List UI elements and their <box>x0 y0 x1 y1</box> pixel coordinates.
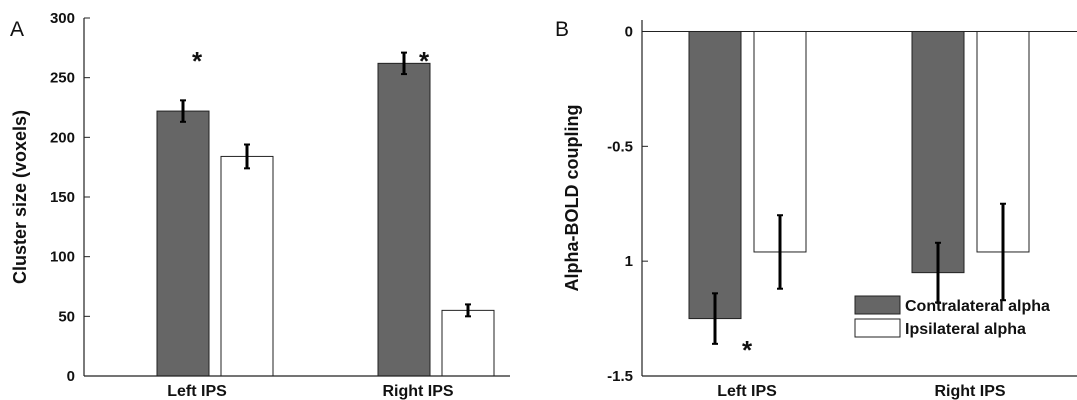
bar-contralateral <box>911 30 965 274</box>
bar-contralateral <box>156 110 210 377</box>
y-tick-label: 0 <box>67 368 75 385</box>
significance-marker: * <box>192 46 203 76</box>
y-tick-label: 50 <box>58 308 75 325</box>
y-tick-label: 300 <box>50 10 75 27</box>
y-tick-label: 200 <box>50 129 75 146</box>
legend: Contralateral alpha Ipsilateral alpha <box>854 295 1050 338</box>
y-tick-label: 0 <box>625 23 633 40</box>
panel-a-cluster-size-chart: A Cluster size (voxels) 0 50 100 150 200 250 300… <box>10 10 510 400</box>
x-tick-label: Right IPS <box>382 383 453 400</box>
x-tick-label: Right IPS <box>934 383 1005 400</box>
y-tick-label: -1.5 <box>607 368 633 385</box>
panel-label: B <box>555 18 569 41</box>
y-axis-title: Cluster size (voxels) <box>10 110 30 284</box>
bar-contralateral <box>688 30 742 320</box>
y-axis-title: Alpha-BOLD coupling <box>562 105 582 292</box>
legend-label-contralateral: Contralateral alpha <box>905 298 1050 315</box>
significance-marker: * <box>742 335 753 365</box>
legend-swatch-contralateral <box>854 295 901 315</box>
y-tick-label: 1 <box>625 253 633 270</box>
y-tick-label: 250 <box>50 70 75 87</box>
y-tick-label: 100 <box>50 249 75 266</box>
legend-swatch-ipsilateral <box>854 318 901 338</box>
bar-contralateral <box>377 62 431 377</box>
panel-b-alpha-bold-coupling-chart: B Alpha-BOLD coupling 0 -0.5 1 -1.5 Left IPS Ri… <box>555 18 1077 400</box>
x-tick-label: Left IPS <box>717 383 777 400</box>
significance-marker: * <box>419 46 430 76</box>
x-tick-label: Left IPS <box>167 383 227 400</box>
y-tick-label: 150 <box>50 189 75 206</box>
legend-label-ipsilateral: Ipsilateral alpha <box>905 321 1026 338</box>
bar-ipsilateral <box>220 155 274 377</box>
y-tick-label: -0.5 <box>607 138 633 155</box>
bar-ipsilateral <box>441 309 495 377</box>
panel-label: A <box>10 18 24 41</box>
